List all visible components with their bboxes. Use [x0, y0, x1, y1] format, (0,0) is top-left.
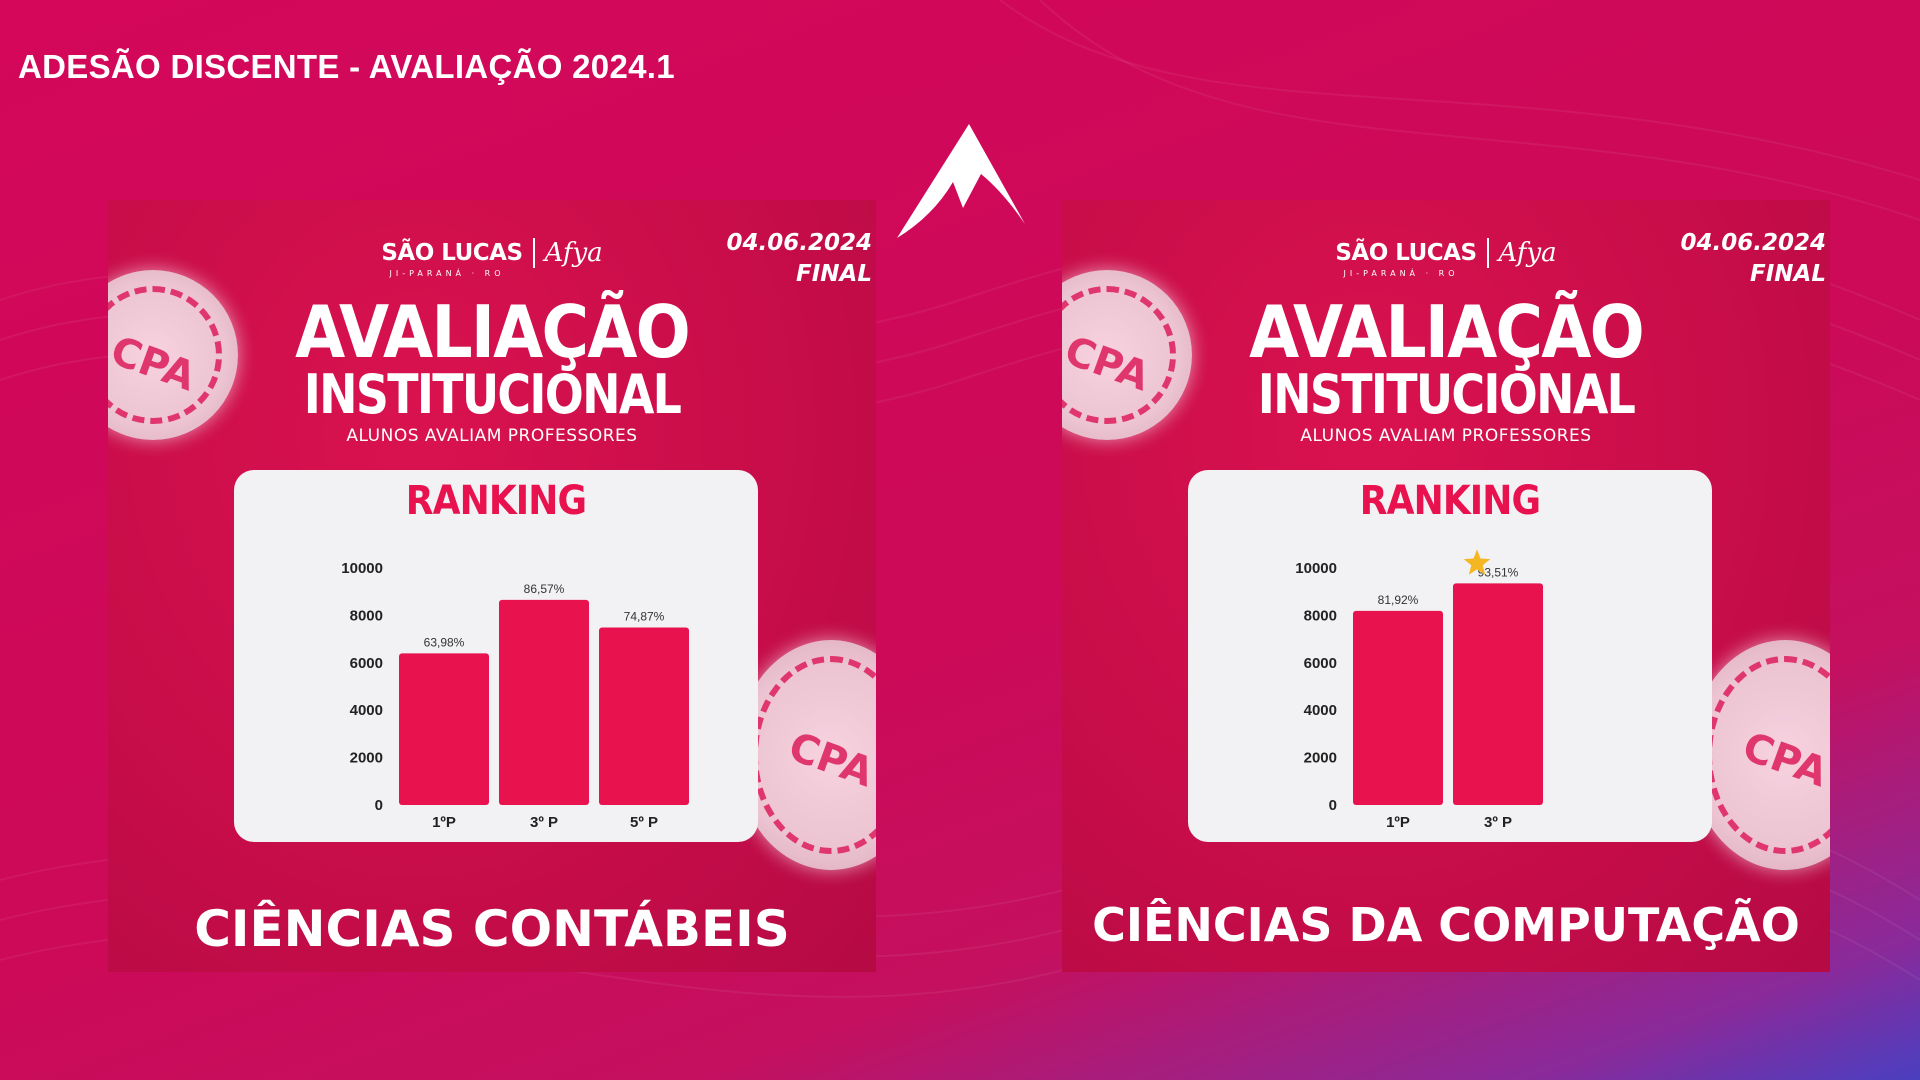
- bar: [599, 627, 689, 805]
- brand-location: JI-PARANÁ · RO: [1343, 269, 1459, 278]
- status-label: FINAL: [1750, 261, 1826, 287]
- y-tick-label: 4000: [1304, 702, 1337, 719]
- cpa-seal: CPA: [1062, 270, 1192, 440]
- status-label: FINAL: [796, 261, 872, 287]
- x-tick-label: 5º P: [630, 814, 658, 831]
- bar: [499, 599, 589, 805]
- cpa-seal: CPA: [736, 640, 876, 870]
- y-tick-label: 4000: [350, 702, 383, 719]
- brand-name: SÃO LUCAS: [1335, 240, 1477, 266]
- cpa-seal: CPA: [108, 270, 238, 440]
- course-name: CIÊNCIAS CONTÁBEIS: [194, 900, 790, 958]
- brand-logo: SÃO LUCAS Afya JI-PARANÁ · RO: [1062, 238, 1830, 278]
- ranking-chart-panel: RANKING 0 2000 4000 6000 8000 10000 63,98% 1ºP 8…: [234, 470, 758, 842]
- y-tick-label: 6000: [1304, 655, 1337, 672]
- bar: [399, 653, 489, 805]
- data-label: 74,87%: [624, 610, 665, 624]
- poster-card-computacao: CPA CPA SÃO LUCAS Afya JI-PARANÁ · RO 04…: [1062, 200, 1830, 972]
- y-tick-label: 10000: [1295, 560, 1337, 577]
- y-tick-label: 0: [1329, 797, 1337, 814]
- star-icon: [1463, 549, 1491, 575]
- x-tick-label: 3º P: [530, 814, 558, 831]
- data-label: 63,98%: [424, 635, 465, 649]
- y-tick-label: 6000: [350, 655, 383, 672]
- data-label: 81,92%: [1378, 593, 1419, 607]
- data-label: 86,57%: [524, 582, 565, 596]
- bar: [1453, 583, 1543, 805]
- date-label: 04.06.2024: [726, 230, 872, 256]
- brand-partner: Afya: [544, 238, 603, 268]
- y-tick-label: 2000: [350, 750, 383, 767]
- data-label: 93,51%: [1478, 565, 1519, 579]
- hero-subtitle: INSTITUCIONAL: [1257, 363, 1636, 426]
- brand-location: JI-PARANÁ · RO: [389, 269, 505, 278]
- hero-heading: AVALIAÇÃO INSTITUCIONAL ALUNOS AVALIAM P…: [108, 296, 876, 446]
- hero-caption: ALUNOS AVALIAM PROFESSORES: [1300, 426, 1592, 446]
- bar: [1353, 610, 1443, 805]
- brand-logo: SÃO LUCAS Afya JI-PARANÁ · RO: [108, 238, 876, 278]
- y-tick-label: 2000: [1304, 750, 1337, 767]
- x-tick-label: 1ºP: [1386, 814, 1410, 831]
- poster-card-contabeis: CPA CPA SÃO LUCAS Afya JI-PARANÁ · RO 04…: [108, 200, 876, 972]
- afya-a-logo-icon: [897, 124, 1025, 238]
- ranking-chart-panel: RANKING 0 2000 4000 6000 8000 10000 81,92% 1ºP 9…: [1188, 470, 1712, 842]
- course-name: CIÊNCIAS DA COMPUTAÇÃO: [1092, 898, 1800, 952]
- y-tick-label: 8000: [1304, 607, 1337, 624]
- hero-title: AVALIAÇÃO: [1249, 290, 1645, 374]
- hero-heading: AVALIAÇÃO INSTITUCIONAL ALUNOS AVALIAM P…: [1062, 296, 1830, 446]
- date-block: 04.06.2024 FINAL: [1680, 228, 1826, 290]
- brand-partner: Afya: [1498, 238, 1557, 268]
- hero-subtitle: INSTITUCIONAL: [303, 363, 682, 426]
- x-tick-label: 1ºP: [432, 814, 456, 831]
- brand-name: SÃO LUCAS: [381, 240, 523, 266]
- date-block: 04.06.2024 FINAL: [726, 228, 872, 290]
- bar-chart: 0 2000 4000 6000 8000 10000 63,98% 1ºP 86,57% 3º …: [341, 560, 689, 831]
- y-tick-label: 10000: [341, 560, 383, 577]
- hero-title: AVALIAÇÃO: [295, 290, 691, 374]
- page-title: ADESÃO DISCENTE - AVALIAÇÃO 2024.1: [18, 48, 675, 85]
- date-label: 04.06.2024: [1680, 230, 1826, 256]
- x-tick-label: 3º P: [1484, 814, 1512, 831]
- chart-title: RANKING: [1359, 478, 1541, 524]
- chart-title: RANKING: [405, 478, 587, 524]
- y-tick-label: 8000: [350, 607, 383, 624]
- y-tick-label: 0: [375, 797, 383, 814]
- bar-chart: 0 2000 4000 6000 8000 10000 81,92% 1ºP 93,51% 3º …: [1295, 549, 1543, 831]
- hero-caption: ALUNOS AVALIAM PROFESSORES: [346, 426, 638, 446]
